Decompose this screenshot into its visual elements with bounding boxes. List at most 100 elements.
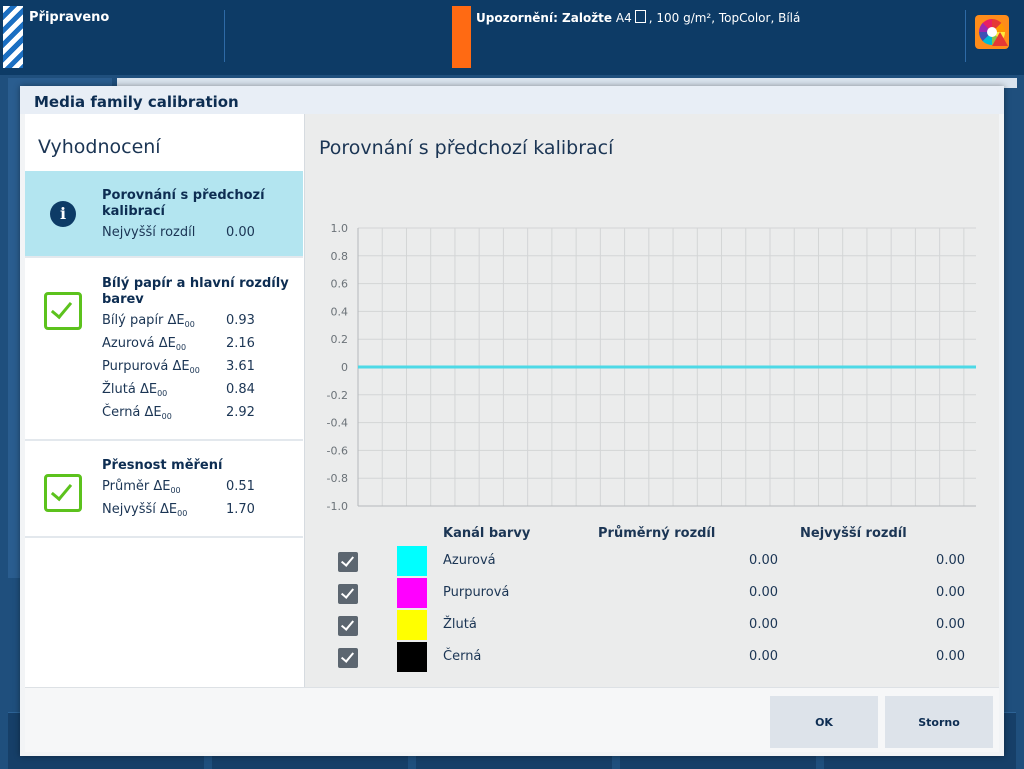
x-tick-label: 100 [582,511,606,514]
warning-indicator[interactable] [452,6,471,68]
warning-message[interactable]: Upozornění: Založte A4 , 100 g/m², TopCol… [476,10,800,25]
row-value: 3.61 [226,359,255,374]
x-tick-label: 20 [394,511,413,514]
color-swatch [397,610,427,640]
x-tick-label: 40 [442,511,461,514]
warning-paper-size: A4 [615,11,632,25]
channel-average: 0.00 [749,649,778,664]
channel-name: Žlutá [443,617,477,632]
card-title: Porovnání s předchozí kalibrací [102,188,265,219]
divider [965,10,966,62]
x-tick-label: 110 [607,511,631,514]
y-tick-label: 0.8 [331,250,349,263]
channel-max: 0.00 [936,617,965,632]
channel-average: 0.00 [749,617,778,632]
color-swatch [397,642,427,672]
evaluation-heading: Vyhodnocení [38,136,161,158]
check-icon [44,474,82,512]
card-title: Bílý papír a hlavní rozdíly barev [102,276,289,307]
y-tick-label: 0.2 [331,333,349,346]
y-tick-label: 0 [341,361,348,374]
channel-max: 0.00 [936,649,965,664]
printer-status-text: Připraveno [29,10,110,25]
x-tick-label: 140 [679,511,703,514]
header-max: Nejvyšší rozdíl [800,526,907,541]
y-tick-label: -0.6 [327,444,348,457]
x-tick-label: 0 [350,511,364,514]
ok-button[interactable]: OK [770,696,878,748]
x-tick-label: 240 [922,511,946,514]
row-label: Průměr ΔE00 [102,479,181,495]
top-status-bar: Připraveno Upozornění: Založte A4 , 100 g… [0,0,1024,75]
check-icon [44,292,82,330]
divider [224,10,225,62]
channel-average: 0.00 [749,585,778,600]
info-icon: i [50,201,76,227]
comparison-chart: 1.00.80.60.40.20-0.2-0.4-0.6-0.8-1.00102… [327,222,976,514]
x-tick-label: 170 [752,511,776,514]
channel-name: Azurová [443,553,496,568]
card-measurement-accuracy[interactable]: Přesnost měření Průměr ΔE00 0.51 Nejvyšš… [25,441,303,538]
color-swatch [397,578,427,608]
channel-row-yellow: Žlutá 0.00 0.00 [305,609,999,641]
row-value: 0.93 [226,313,255,328]
channel-checkbox[interactable] [338,616,358,636]
row-label: Černá ΔE00 [102,405,172,421]
y-tick-label: 1.0 [331,222,349,235]
row-label: Nejvyšší rozdíl [102,225,196,240]
x-tick-label: 120 [631,511,655,514]
dialog-footer: OK Storno [25,687,999,752]
x-tick-label: 10 [369,511,388,514]
color-wheel-warning-button[interactable] [975,15,1009,49]
y-tick-label: 0.4 [331,305,349,318]
y-tick-label: -1.0 [327,500,348,513]
channel-checkbox[interactable] [338,552,358,572]
channel-average: 0.00 [749,553,778,568]
y-tick-label: -0.4 [327,417,348,430]
channel-checkbox[interactable] [338,584,358,604]
channel-max: 0.00 [936,553,965,568]
channel-name: Černá [443,649,482,664]
document-icon [634,10,646,23]
x-tick-label: 50 [466,511,485,514]
channel-row-black: Černá 0.00 0.00 [305,641,999,673]
x-tick-label: 90 [563,511,582,514]
x-tick-label: 190 [801,511,825,514]
y-tick-label: -0.2 [327,389,348,402]
header-average: Průměrný rozdíl [598,526,716,541]
x-tick-label: 80 [539,511,558,514]
header-channel: Kanál barvy [443,526,531,541]
channel-checkbox[interactable] [338,648,358,668]
cancel-button[interactable]: Storno [885,696,993,748]
x-tick-label: 230 [897,511,921,514]
channel-row-magenta: Purpurová 0.00 0.00 [305,577,999,609]
x-tick-label: 130 [655,511,679,514]
card-previous-comparison[interactable]: i Porovnání s předchozí kalibrací Nejvyš… [25,171,303,258]
row-label: Purpurová ΔE00 [102,359,200,375]
row-label: Žlutá ΔE00 [102,382,168,398]
row-value: 2.16 [226,336,255,351]
row-label: Nejvyšší ΔE00 [102,502,188,518]
row-value: 0.00 [226,225,255,240]
warning-media: , 100 g/m², TopColor, Bílá [648,11,801,25]
x-tick-label: 210 [849,511,873,514]
row-label: Azurová ΔE00 [102,336,187,352]
x-tick-label: 30 [418,511,437,514]
dialog-title: Media family calibration [20,86,1004,114]
printer-status-icon [3,6,23,68]
evaluation-panel: Vyhodnocení i Porovnání s předchozí kali… [25,114,305,687]
row-value: 2.92 [226,405,255,420]
x-tick-label: 70 [515,511,534,514]
row-label: Bílý papír ΔE00 [102,313,195,329]
x-tick-label: 160 [728,511,752,514]
calibration-dialog: Media family calibration Vyhodnocení i P… [20,86,1004,756]
comparison-heading: Porovnání s předchozí kalibrací [319,137,614,159]
card-title: Přesnost měření [102,458,223,473]
x-tick-label: 150 [704,511,728,514]
row-value: 0.84 [226,382,255,397]
y-tick-label: 0.6 [331,278,349,291]
x-tick-label: 200 [825,511,849,514]
background-header [117,78,1017,88]
card-white-paper[interactable]: Bílý papír a hlavní rozdíly barev Bílý p… [25,259,303,441]
warning-triangle-icon [992,32,1008,46]
